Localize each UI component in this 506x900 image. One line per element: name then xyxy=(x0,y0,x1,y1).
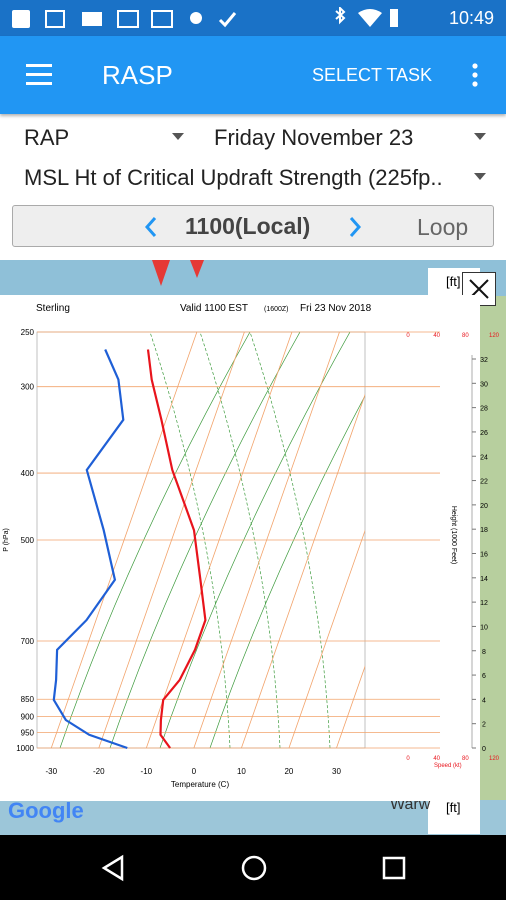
height-tick-label: 30 xyxy=(480,381,488,388)
x-tick-label: 30 xyxy=(332,767,341,776)
model-dropdown[interactable]: RAP xyxy=(24,125,70,150)
height-tick-label: 16 xyxy=(480,552,488,559)
station-name: Sterling xyxy=(36,303,70,314)
y-tick-label: 900 xyxy=(21,712,35,721)
nav-buttons[interactable] xyxy=(100,853,410,883)
height-tick-label: 4 xyxy=(482,697,486,704)
y-tick-label: 300 xyxy=(21,383,35,392)
height-tick-label: 32 xyxy=(480,357,488,364)
parameter-dropdown[interactable]: MSL Ht of Critical Updraft Strength (225… xyxy=(24,165,443,190)
speed-tick-label: 0 xyxy=(406,333,410,339)
previous-time[interactable] xyxy=(143,216,159,238)
x-tick-label: 10 xyxy=(237,767,246,776)
sounding-chart: Sterling Valid 1100 EST (1600Z) Fri 23 N… xyxy=(0,295,500,801)
y-tick-label: 500 xyxy=(21,536,35,545)
utc-time: (1600Z) xyxy=(264,306,289,313)
dewpoint-line xyxy=(52,349,128,750)
height-tick-label: 22 xyxy=(480,479,488,486)
time-selector: 1100(Local) Loop xyxy=(12,205,494,247)
height-tick-label: 6 xyxy=(482,673,486,680)
speed-axis-label: Speed (kt) xyxy=(434,763,462,769)
notification-icons xyxy=(12,10,237,28)
valid-date: Fri 23 Nov 2018 xyxy=(300,303,372,314)
x-tick-label: -30 xyxy=(45,767,57,776)
height-tick-label: 18 xyxy=(480,527,488,534)
speed-tick-label: 40 xyxy=(433,756,440,762)
map-water xyxy=(0,260,506,296)
x-axis-label: Temperature (C) xyxy=(171,780,230,789)
valid-time: Valid 1100 EST xyxy=(180,303,248,314)
system-icons xyxy=(335,7,398,27)
map-water xyxy=(0,800,506,835)
height-axis-label: Height (1000 Feet) xyxy=(450,506,457,564)
height-tick-label: 10 xyxy=(480,624,488,631)
height-tick-label: 28 xyxy=(480,406,488,413)
y-tick-label: 250 xyxy=(21,328,35,337)
speed-tick-label: 120 xyxy=(489,333,500,339)
map-markers xyxy=(152,260,204,286)
height-tick-label: 20 xyxy=(480,503,488,510)
y-tick-label: 400 xyxy=(21,469,35,478)
loop-button[interactable]: Loop xyxy=(417,214,469,240)
adiabats xyxy=(59,332,365,748)
x-tick-label: 0 xyxy=(192,767,197,776)
navigation-bar xyxy=(0,835,506,900)
time-label: 1100(Local) xyxy=(185,213,311,239)
speed-tick-label: 80 xyxy=(462,333,469,339)
height-tick-label: 12 xyxy=(480,600,488,607)
next-time[interactable] xyxy=(347,216,363,238)
isotherm xyxy=(336,665,365,748)
app-bar: RASP SELECT TASK xyxy=(0,36,506,114)
speed-tick-label: 120 xyxy=(489,756,500,762)
map-attribution: Google xyxy=(8,798,84,823)
unit-label: [ft] xyxy=(446,274,461,289)
status-bar: 10:49 xyxy=(0,0,506,36)
y-axis-label: P (hPa) xyxy=(3,528,10,552)
date-dropdown[interactable]: Friday November 23 xyxy=(214,125,414,150)
dropdown-arrow xyxy=(172,133,184,140)
app-title: RASP xyxy=(102,60,173,90)
height-tick-label: 26 xyxy=(480,430,488,437)
speed-tick-label: 80 xyxy=(462,756,469,762)
select-task-button[interactable]: SELECT TASK xyxy=(312,65,433,85)
height-tick-label: 2 xyxy=(482,722,486,729)
y-tick-label: 850 xyxy=(21,695,35,704)
temperature-line xyxy=(146,349,207,749)
dropdown-arrow xyxy=(474,173,486,180)
menu-button[interactable] xyxy=(26,64,54,86)
overflow-menu[interactable] xyxy=(470,62,480,88)
height-tick-label: 14 xyxy=(480,576,488,583)
x-tick-label: -20 xyxy=(93,767,105,776)
y-tick-label: 950 xyxy=(21,729,35,738)
y-tick-label: 700 xyxy=(21,637,35,646)
height-tick-label: 0 xyxy=(482,746,486,753)
y-tick-label: 1000 xyxy=(16,744,34,753)
x-tick-label: 20 xyxy=(284,767,293,776)
chart-background xyxy=(440,295,480,801)
speed-tick-label: 40 xyxy=(433,333,440,339)
dropdown-arrow xyxy=(474,133,486,140)
speed-tick-label: 0 xyxy=(406,756,410,762)
chart-background xyxy=(0,295,440,801)
height-tick-label: 24 xyxy=(480,454,488,461)
x-tick-label: -10 xyxy=(141,767,153,776)
clock: 10:49 xyxy=(448,8,494,28)
unit-label: [ft] xyxy=(446,800,461,815)
height-tick-label: 8 xyxy=(482,649,486,656)
